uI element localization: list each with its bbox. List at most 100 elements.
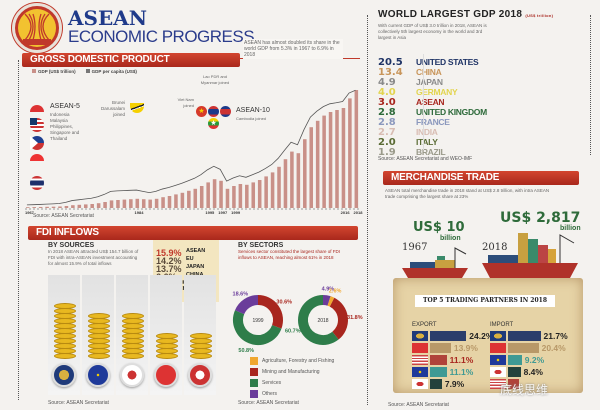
- gdp-bar: [315, 120, 320, 208]
- gdp-bar: [251, 182, 256, 208]
- gdp-value: 4.0: [378, 86, 396, 98]
- import-label: IMPORT: [490, 322, 514, 328]
- trading-partner-row: 11.1%: [412, 366, 493, 377]
- donut-year: 1999: [252, 318, 263, 324]
- legend-swatch: [250, 367, 258, 376]
- gdp-table-row: 4.9 JAPAN: [378, 77, 487, 88]
- gdp-country: UNITED KINGDOM: [416, 107, 487, 117]
- donut-slice: [234, 295, 259, 315]
- gdp-bar: [238, 184, 243, 208]
- gdp-bar: [38, 206, 43, 208]
- dotted-border-left: [18, 60, 19, 400]
- trade-2018-unit: billion: [560, 225, 581, 232]
- gdp-bar: [232, 186, 236, 208]
- cargo-ship-small-icon: [402, 247, 468, 278]
- japan-flag-icon: [412, 378, 428, 389]
- trading-partner-row: 20.4%: [490, 342, 568, 353]
- dotted-divider: [367, 15, 368, 405]
- trading-partner-row: 24.2%: [412, 330, 493, 341]
- trade-share-pct: 21.7%: [543, 330, 568, 341]
- world-gdp-title: WORLD LARGEST GDP 2018 (US$ trillion): [378, 9, 554, 20]
- gdp-bar: [193, 188, 198, 208]
- gdp-value: 2.8: [378, 106, 396, 118]
- world-gdp-table: 20.5 UNITED STATES 13.4 CHINA 4.9 JAPAN 4.0 GER…: [378, 57, 487, 158]
- malaysia-flag-icon: [30, 118, 44, 132]
- title-economic-progress: ECONOMIC PROGRESS: [68, 27, 255, 46]
- donut-label: 60.7%: [285, 329, 301, 335]
- gdp-bar: [51, 206, 56, 208]
- china-flag-icon: [490, 342, 506, 353]
- gdp-table-row: 2.8 FRANCE: [378, 117, 487, 128]
- coin-stack-japan: [116, 275, 148, 395]
- china-flag-icon: [412, 342, 428, 353]
- gdp-bar: [83, 204, 88, 208]
- x-tick-label: 1995: [205, 210, 215, 215]
- fdi-coin-stacks: [48, 275, 223, 395]
- gdp-bar: [354, 90, 359, 208]
- trade-1967-unit: billion: [440, 235, 461, 242]
- gdp-table-row: 2.8 UNITED KINGDOM: [378, 106, 487, 118]
- trading-partner-row: 11.1%: [412, 354, 493, 365]
- trading-partner-row: [490, 378, 568, 389]
- asean5-label: ASEAN-5: [50, 103, 80, 110]
- donut-label: 18.6%: [233, 291, 249, 297]
- trade-share-bar: [430, 366, 447, 377]
- fdi-source-pct: 13.7%: [156, 264, 182, 274]
- gdp-bar: [96, 203, 101, 208]
- philippines-flag-icon: [30, 136, 44, 150]
- gdp-bar: [122, 199, 127, 208]
- trade-2018-year: 2018: [482, 242, 508, 253]
- trading-partner-row: 7.9%: [412, 378, 493, 389]
- fdi-source-name: JAPAN: [186, 264, 205, 270]
- fdi-source-row: 15.9% ASEAN: [156, 248, 219, 257]
- trading-partner-row: 13.9%: [412, 342, 493, 353]
- gdp-bar: [264, 176, 268, 208]
- gdp-bar: [322, 115, 326, 208]
- gdp-bar: [167, 196, 172, 208]
- gdp-bar: [161, 197, 165, 208]
- by-sources-title: BY SOURCES: [48, 242, 95, 249]
- fdi-source-row: 13.7% JAPAN: [156, 264, 219, 274]
- gdp-bar: [225, 188, 230, 208]
- brunei-flag-icon: [130, 103, 144, 113]
- gdp-bar: [296, 153, 301, 208]
- gdp-bar: [174, 194, 178, 208]
- trade-share-bar: [508, 378, 520, 389]
- trade-share-bar: [430, 342, 451, 353]
- hongkong-flag-icon: [188, 363, 212, 387]
- gdp-legend: GDP (US$ trillion) GDP per capita (US$): [32, 69, 137, 74]
- asean5-flags: [30, 105, 44, 190]
- x-tick-label: 1997: [218, 210, 228, 215]
- usa-flag-icon: [490, 378, 506, 389]
- sector-legend-item: Mining and Manufacturing: [250, 366, 334, 377]
- usa-flag-icon: [412, 354, 428, 365]
- gdp-bar: [129, 199, 133, 208]
- gdp-country: BRAZIL: [416, 147, 446, 157]
- export-list: 24.2% 13.9% 11.1% 11.1% 7.9%: [412, 330, 493, 390]
- china-flag-icon: [154, 363, 178, 387]
- by-sectors-title: BY SECTORS: [238, 242, 284, 249]
- rice-stalks-icon: [18, 9, 56, 47]
- gdp-bar: [212, 179, 217, 208]
- fdi-banner: FDI INFLOWS: [28, 226, 358, 240]
- trade-share-bar: [508, 366, 521, 377]
- gdp-country: INDIA: [416, 127, 438, 137]
- donut-slice: [327, 296, 335, 307]
- asean-flag-icon: [490, 330, 506, 341]
- trade-source: Source: ASEAN Secretariat: [388, 402, 449, 408]
- gdp-country: FRANCE: [416, 117, 450, 127]
- laos-myanmar-joined: Lao PDR and Myanmar joined: [200, 74, 230, 85]
- trade-share-bar: [508, 342, 539, 353]
- fdi-source-pct: 14.2%: [156, 256, 182, 266]
- indonesia-flag-icon: [30, 105, 44, 112]
- gdp-chart: 1967 1984 1995 1997 1999 2016 2018: [25, 89, 363, 215]
- gdp-bar: [135, 198, 140, 208]
- trade-share-bar: [430, 330, 467, 341]
- donut-label: 30.6%: [276, 300, 292, 306]
- trade-share-bar: [430, 354, 447, 365]
- cargo-ship-large-icon: [482, 233, 578, 278]
- gdp-bar: [148, 199, 152, 208]
- world-gdp-desc: With current GDP of US$ 3.0 trillion in …: [378, 23, 487, 40]
- brunei-joined: Brunei Darussalam joined: [100, 100, 125, 117]
- gdp-table-row: 3.0 ASEAN: [378, 97, 487, 108]
